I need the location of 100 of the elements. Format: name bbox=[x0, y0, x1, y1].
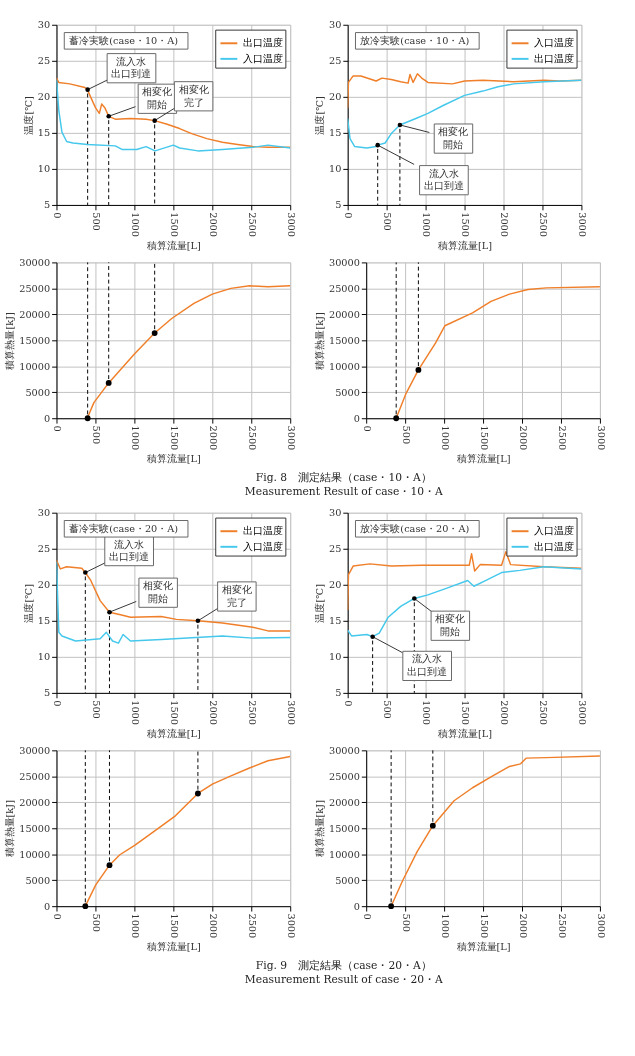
x-tick-label: 2500 bbox=[246, 913, 258, 939]
x-tick-label: 1500 bbox=[168, 425, 180, 451]
x-tick-label: 1000 bbox=[439, 425, 451, 451]
y-tick-label: 25000 bbox=[328, 770, 360, 782]
x-tick-label: 1500 bbox=[168, 212, 180, 237]
y-tick-label: 30 bbox=[37, 19, 51, 31]
caption: Fig. 8 測定結果（case・10・A） bbox=[255, 470, 432, 484]
x-tick-label: 500 bbox=[91, 425, 103, 445]
x-tick-label: 1500 bbox=[460, 700, 472, 725]
y-tick-label: 15000 bbox=[328, 822, 360, 834]
x-axis-title: 積算流量[L] bbox=[438, 727, 493, 739]
point bbox=[82, 903, 89, 910]
y-tick-label: 15000 bbox=[19, 334, 51, 346]
x-tick-label: 3000 bbox=[577, 212, 588, 237]
y-tick-label: 25 bbox=[328, 543, 342, 555]
x-tick-label: 3000 bbox=[285, 700, 297, 725]
text: Measurement Result of case・20・A bbox=[244, 973, 443, 987]
x-tick-label: 0 bbox=[361, 913, 373, 920]
annotation: 流入水出口到達 bbox=[423, 167, 464, 192]
y-tick-label: 20 bbox=[328, 91, 342, 103]
x-tick-label: 1000 bbox=[129, 913, 141, 939]
line-series bbox=[347, 566, 582, 638]
x-axis-title: 積算流量[L] bbox=[456, 940, 511, 952]
legend-label: 入口温度 bbox=[533, 525, 574, 537]
legend-label: 入口温度 bbox=[242, 540, 283, 552]
y-tick-label: 30 bbox=[37, 507, 51, 519]
y-tick-label: 5 bbox=[43, 687, 51, 699]
point bbox=[151, 330, 158, 336]
y-tick-label: 15000 bbox=[328, 334, 360, 346]
annotation: 相変化完了 bbox=[221, 584, 252, 608]
y-tick-label: 10 bbox=[328, 163, 342, 175]
x-tick-label: 2500 bbox=[556, 913, 568, 939]
x-tick-label: 1000 bbox=[421, 212, 433, 237]
y-tick-label: 0 bbox=[43, 412, 51, 424]
y-tick-label: 20 bbox=[328, 579, 342, 591]
x-tick-label: 2000 bbox=[517, 913, 529, 939]
y-axis-title: 温度[℃] bbox=[22, 584, 34, 623]
y-tick-label: 25 bbox=[37, 543, 51, 555]
x-tick-label: 3000 bbox=[285, 212, 297, 237]
x-tick-label: 1500 bbox=[168, 700, 180, 725]
x-axis-title: 積算流量[L] bbox=[146, 940, 201, 952]
y-tick-label: 10 bbox=[328, 651, 342, 663]
y-axis-title: 温度[℃] bbox=[22, 96, 34, 135]
x-tick-label: 1500 bbox=[460, 212, 472, 237]
y-tick-label: 10 bbox=[37, 163, 51, 175]
y-tick-label: 5 bbox=[43, 199, 51, 211]
x-tick-label: 1500 bbox=[168, 913, 180, 939]
x-tick-label: 0 bbox=[52, 913, 64, 920]
x-tick-label: 3000 bbox=[577, 700, 588, 725]
text: Measurement Result of case・10・A bbox=[244, 485, 443, 499]
annotation: 相変化開始 bbox=[438, 126, 469, 150]
x-tick-label: 2000 bbox=[207, 425, 219, 451]
x-tick-label: 1000 bbox=[421, 700, 433, 725]
y-tick-label: 30000 bbox=[19, 744, 51, 756]
y-tick-label: 25000 bbox=[19, 282, 51, 294]
y-tick-label: 20 bbox=[37, 91, 51, 103]
y-tick-label: 5000 bbox=[335, 874, 360, 886]
x-tick-label: 2500 bbox=[556, 425, 568, 451]
y-tick-label: 25000 bbox=[19, 770, 51, 782]
x-tick-label: 1000 bbox=[129, 700, 141, 725]
x-axis-title: 積算流量[L] bbox=[146, 453, 201, 465]
y-tick-label: 5000 bbox=[25, 874, 51, 886]
x-tick-label: 2000 bbox=[499, 700, 511, 725]
text: 放冷実験(case・20・A) bbox=[360, 523, 470, 535]
y-tick-label: 15 bbox=[328, 615, 342, 627]
x-tick-label: 0 bbox=[52, 425, 64, 432]
x-tick-label: 1000 bbox=[129, 425, 141, 451]
y-tick-label: 5000 bbox=[335, 386, 360, 398]
y-axis-title: 積算熱量[kJ] bbox=[314, 800, 326, 858]
y-tick-label: 30000 bbox=[19, 256, 51, 268]
y-tick-label: 20000 bbox=[19, 796, 51, 808]
legend-label: 出口温度 bbox=[242, 525, 283, 537]
caption: Fig. 9 測定結果（case・20・A） bbox=[255, 958, 432, 972]
x-tick-label: 3000 bbox=[595, 913, 607, 939]
y-tick-label: 10000 bbox=[328, 360, 360, 372]
x-tick-label: 3000 bbox=[595, 425, 607, 451]
y-tick-label: 30 bbox=[328, 507, 342, 519]
x-tick-label: 500 bbox=[382, 212, 394, 231]
y-tick-label: 10000 bbox=[328, 848, 360, 860]
y-axis-title: 温度[℃] bbox=[314, 96, 326, 135]
y-axis-title: 積算熱量[kJ] bbox=[314, 312, 326, 370]
annotation: 流入水出口到達 bbox=[111, 55, 152, 80]
y-tick-label: 0 bbox=[353, 412, 360, 424]
annotation: 流入水出口到達 bbox=[407, 653, 448, 678]
y-tick-label: 20000 bbox=[328, 796, 360, 808]
y-tick-label: 10 bbox=[37, 651, 51, 663]
x-tick-label: 1500 bbox=[478, 425, 490, 451]
y-axis-title: 積算熱量[kJ] bbox=[4, 312, 16, 370]
x-tick-label: 0 bbox=[361, 425, 373, 432]
x-tick-label: 2000 bbox=[517, 425, 529, 451]
y-tick-label: 30000 bbox=[328, 256, 360, 268]
x-tick-label: 2500 bbox=[246, 212, 258, 237]
y-tick-label: 25 bbox=[328, 55, 342, 67]
x-axis-title: 積算流量[L] bbox=[146, 727, 201, 739]
y-tick-label: 25 bbox=[37, 55, 51, 67]
y-tick-label: 0 bbox=[353, 900, 360, 912]
y-tick-label: 30000 bbox=[328, 744, 360, 756]
legend-label: 入口温度 bbox=[533, 37, 574, 49]
annotation: 流入水出口到達 bbox=[109, 538, 150, 563]
legend-label: 出口温度 bbox=[242, 37, 283, 49]
